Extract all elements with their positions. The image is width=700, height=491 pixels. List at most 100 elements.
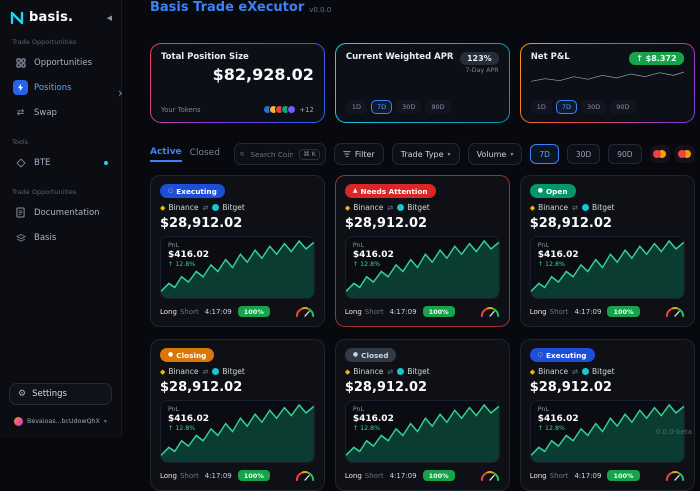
status-badge: ◌ Executing [160, 184, 225, 198]
timeframe-30d[interactable]: 30D [580, 100, 607, 114]
status-badge: ▲ Needs Attention [344, 184, 436, 198]
bitget-icon [582, 368, 590, 375]
sidebar-item-positions[interactable]: Positions [9, 76, 112, 99]
pnl-change: ↑ 12.8% [168, 425, 196, 432]
bitget-icon [582, 204, 590, 211]
weighted-apr-card: Current Weighted APR 123% 7-Day APR 1D 7… [334, 43, 510, 123]
pnl-timeframes: 1D 7D 30D 90D [530, 100, 684, 114]
coin-pair-toggle-1[interactable] [649, 145, 670, 163]
filter-timeframe-7d[interactable]: 7D [530, 144, 559, 164]
filter-button[interactable]: Filter [333, 143, 384, 165]
position-card[interactable]: ● Closing ◆ Binance ⇄ Bitget $28,912.02 … [150, 339, 325, 491]
sidebar-expand-chevron-icon[interactable]: › [118, 86, 123, 100]
timeframe-1d[interactable]: 1D [345, 100, 367, 114]
position-card[interactable]: ◌ Executing ◆ Binance ⇄ Bitget $28,912.0… [519, 339, 695, 491]
pnl-value: $416.02 [168, 414, 209, 424]
volume-dropdown[interactable]: Volume ▾ [467, 143, 523, 165]
main-area: › Basis Trade eXecutor v0.0.0 Total Posi… [118, 0, 700, 491]
pnl-label: PnL [352, 242, 365, 249]
fill-percent-badge: 100% [422, 306, 455, 317]
position-card[interactable]: ◌ Executing ◆ Binance ⇄ Bitget $28,912.0… [150, 175, 325, 327]
tab-closed[interactable]: Closed [189, 147, 220, 158]
exchange-pair: ◆ Binance ⇄ Bitget [345, 203, 500, 212]
tab-active[interactable]: Active [150, 147, 182, 162]
coin-pair-toggle-2[interactable] [674, 145, 695, 163]
position-footer: Long Short 4:17:09 100% [530, 305, 685, 318]
position-value: $28,912.02 [160, 216, 243, 231]
wallet-selector[interactable]: Bevaioas...bcUdowQhX ▾ [9, 413, 112, 430]
position-card[interactable]: ▲ Needs Attention ◆ Binance ⇄ Bitget $28… [334, 175, 510, 327]
sidebar-item-label: Basis [34, 232, 57, 243]
exchange-b-label: Bitget [407, 367, 430, 376]
search-input[interactable] [248, 148, 296, 160]
settings-button[interactable]: ⚙ Settings [9, 383, 112, 405]
sidebar-item-opportunities[interactable]: Opportunities [9, 51, 112, 74]
sidebar-item-label: Opportunities [34, 57, 92, 68]
timeframe-1d[interactable]: 1D [530, 100, 552, 114]
pnl-sparkline [530, 71, 684, 82]
filter-timeframe-90d[interactable]: 90D [608, 144, 642, 164]
search-box[interactable]: ⌘ K [233, 143, 326, 165]
timer-value: 4:17:09 [574, 471, 602, 480]
long-label: Long [344, 307, 362, 316]
settings-label: Settings [32, 389, 67, 399]
grid-icon [13, 55, 28, 70]
filter-timeframe-30d[interactable]: 30D [566, 144, 601, 164]
status-label: Open [545, 186, 568, 196]
pnl-change: ↑ 12.8% [537, 425, 565, 432]
status-icon: ▲ [352, 187, 358, 194]
status-icon: ● [352, 351, 359, 358]
position-value: $28,912.02 [344, 216, 428, 231]
trade-type-dropdown[interactable]: Trade Type ▾ [391, 143, 460, 165]
token-chips: +12 [263, 105, 314, 114]
exchange-pair: ◆ Binance ⇄ Bitget [345, 367, 500, 376]
basis-logo-icon [9, 10, 24, 25]
sidebar-item-swap[interactable]: ⇄ Swap [9, 101, 112, 124]
swap-arrows-icon: ⇄ [387, 367, 394, 376]
tokens-label: Your Tokens [161, 105, 201, 114]
timeframe-90d[interactable]: 90D [425, 100, 451, 114]
pnl-label: PnL [168, 406, 180, 413]
status-badge: ● Closing [160, 348, 215, 362]
exchange-b-label: Bitget [592, 367, 615, 376]
sidebar-item-basis[interactable]: Basis [9, 226, 112, 249]
apr-timeframes: 1D 7D 30D 90D [345, 100, 499, 114]
app-version: v0.0.0 [309, 5, 332, 14]
red-coin-icon [678, 150, 687, 158]
pnl-overlay: PnL $416.02 ↑ 12.8% [538, 406, 579, 432]
sidebar-collapse-icon[interactable]: ◀ [106, 13, 112, 22]
status-badge: ◌ Executing [529, 348, 595, 362]
fill-percent-badge: 100% [237, 306, 270, 317]
timer-value: 4:17:09 [204, 307, 232, 316]
sidebar-item-bte[interactable]: BTE [9, 151, 112, 174]
timeframe-7d[interactable]: 7D [370, 100, 393, 114]
gauge-icon [295, 307, 315, 318]
timer-value: 4:17:09 [574, 307, 602, 316]
pnl-value: $416.02 [537, 414, 579, 424]
timeframe-90d[interactable]: 90D [610, 100, 636, 114]
net-pnl-card: Net P&L ↑ $8.372 1D 7D 30D 90D [519, 43, 695, 123]
short-label: Short [179, 307, 199, 316]
pnl-label: PnL [537, 406, 549, 413]
swap-arrows-icon: ⇄ [387, 203, 394, 212]
sidebar-group-label: Trade Opportunities [12, 188, 77, 196]
position-footer: Long Short 4:17:09 100% [345, 305, 500, 318]
total-position-size-card: Total Position Size $82,928.02 Your Toke… [150, 43, 325, 123]
position-card[interactable]: ● Open ◆ Binance ⇄ Bitget $28,912.02 PnL… [519, 175, 695, 327]
wallet-address: Bevaioas...bcUdowQhX [27, 418, 100, 425]
exchange-a-label: Binance [353, 367, 384, 376]
area-chart [345, 239, 499, 298]
exchange-a-label: Binance [353, 203, 384, 212]
stat-title: Current Weighted APR [345, 52, 454, 62]
position-card[interactable]: ● Closed ◆ Binance ⇄ Bitget $28,912.02 P… [334, 339, 510, 491]
build-version: 0.0.0-beta [655, 428, 692, 436]
sidebar-group-label: Trade Opportunities [12, 38, 77, 46]
gauge-icon [480, 307, 499, 318]
timeframe-30d[interactable]: 30D [396, 100, 422, 114]
gem-icon [13, 155, 28, 170]
stats-row: Total Position Size $82,928.02 Your Toke… [150, 43, 695, 123]
timeframe-7d[interactable]: 7D [555, 100, 577, 114]
sidebar-item-documentation[interactable]: Documentation [9, 201, 112, 224]
gauge-icon [295, 471, 315, 482]
pnl-value: $416.02 [168, 250, 209, 260]
